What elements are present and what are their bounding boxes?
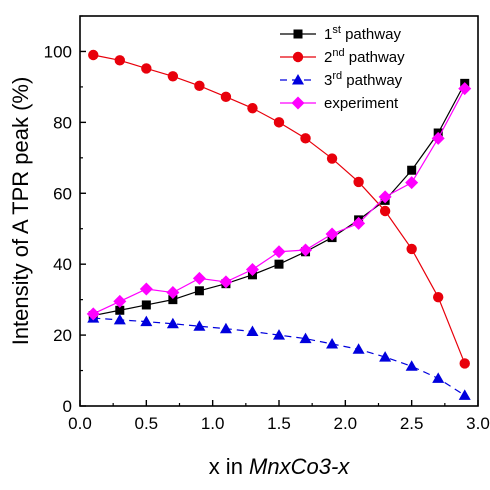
- data-point: [459, 358, 470, 369]
- data-point: [432, 372, 445, 383]
- legend-label: 3rd pathway: [324, 70, 403, 89]
- data-point: [299, 332, 312, 344]
- y-tick-label: 20: [53, 326, 72, 345]
- legend-label: 2nd pathway: [324, 47, 405, 66]
- data-point: [353, 176, 364, 188]
- data-point: [352, 216, 366, 230]
- data-point: [406, 243, 417, 255]
- data-point: [166, 317, 179, 329]
- x-tick-label: 1.5: [267, 414, 291, 433]
- legend-label-base: experiment: [324, 95, 399, 112]
- series-triangle: [87, 312, 471, 400]
- data-point: [433, 291, 444, 303]
- data-point: [246, 325, 259, 337]
- data-point: [273, 329, 285, 340]
- y-axis-ticks: 0 20 40 60 80 100: [44, 15, 86, 416]
- data-point: [115, 305, 125, 315]
- data-point: [192, 271, 206, 285]
- data-point: [458, 389, 471, 400]
- legend-item: 1st pathway: [280, 24, 401, 43]
- legend-label-base: 1: [324, 26, 332, 43]
- y-tick-label: 80: [53, 113, 72, 132]
- data-point: [272, 245, 286, 259]
- legend-item: 3rd pathway: [280, 70, 403, 89]
- data-point: [326, 337, 339, 349]
- data-point: [140, 315, 153, 327]
- x-tick-label: 2.0: [334, 414, 358, 433]
- legend-item: experiment: [280, 95, 399, 112]
- x-axis-label-prefix: x in: [209, 454, 249, 479]
- series-circle: [88, 49, 470, 369]
- legend-label-superscript: nd: [332, 47, 344, 59]
- legend-label: experiment: [324, 95, 399, 112]
- legend-label-rest: pathway: [341, 26, 402, 43]
- x-axis-label-variable: MnxCo3-x: [249, 454, 350, 479]
- data-point: [194, 286, 204, 296]
- legend-label-superscript: rd: [332, 70, 342, 82]
- legend-label-base: 3: [324, 72, 332, 89]
- data-point: [405, 360, 418, 371]
- series-diamond: [86, 82, 472, 321]
- data-point: [325, 227, 339, 241]
- legend-marker: [293, 29, 303, 39]
- data-point: [326, 153, 338, 164]
- x-tick-label: 1.0: [201, 414, 225, 433]
- x-tick-label: 0.5: [135, 414, 159, 433]
- data-point: [88, 49, 99, 61]
- x-axis-label: x in MnxCo3-x: [209, 454, 351, 479]
- data-point: [113, 294, 127, 308]
- data-point: [219, 275, 233, 289]
- data-point: [113, 313, 126, 325]
- legend-label: 1st pathway: [324, 24, 401, 43]
- data-point: [247, 102, 258, 114]
- data-point: [141, 300, 151, 310]
- data-point: [245, 263, 259, 276]
- data-point: [220, 91, 232, 103]
- y-tick-label: 0: [63, 397, 72, 416]
- data-point: [379, 351, 392, 362]
- data-point: [273, 117, 285, 128]
- data-point: [274, 259, 284, 269]
- y-tick-label: 100: [44, 42, 72, 61]
- legend-marker: [291, 96, 305, 110]
- data-point: [379, 205, 391, 217]
- plot-area-frame: [79, 15, 479, 407]
- x-tick-label: 2.5: [400, 414, 424, 433]
- y-axis-label: Intensity of A TPR peak (%): [8, 77, 33, 346]
- data-point: [114, 55, 126, 66]
- data-point: [352, 343, 365, 354]
- series-layer: [86, 49, 472, 400]
- data-point: [194, 80, 205, 92]
- data-point: [407, 165, 417, 175]
- data-point: [378, 190, 392, 204]
- legend-item: 2nd pathway: [280, 47, 405, 66]
- data-point: [405, 176, 419, 190]
- data-point: [166, 286, 180, 300]
- y-tick-label: 40: [53, 255, 72, 274]
- data-point: [193, 320, 206, 331]
- data-point: [431, 131, 445, 145]
- data-point: [139, 282, 153, 296]
- legend-label-superscript: st: [332, 24, 341, 36]
- y-tick-label: 60: [53, 184, 72, 203]
- data-point: [141, 63, 152, 74]
- legend-label-base: 2: [324, 49, 332, 66]
- series-line: [93, 54, 466, 364]
- x-tick-label: 0.0: [68, 414, 92, 433]
- legend-marker: [292, 74, 304, 85]
- data-point: [219, 322, 232, 334]
- legend-marker: [292, 51, 304, 63]
- data-point: [300, 133, 311, 144]
- data-point: [167, 71, 179, 82]
- x-axis-ticks: 0.0 0.5 1.0 1.5 2.0 2.5 3.0: [68, 400, 490, 433]
- data-point: [168, 295, 178, 305]
- legend-label-rest: pathway: [342, 72, 403, 89]
- data-point: [458, 82, 472, 96]
- x-tick-label: 3.0: [466, 414, 490, 433]
- data-point: [86, 307, 100, 321]
- legend-label-rest: pathway: [345, 49, 406, 66]
- data-point: [299, 243, 313, 257]
